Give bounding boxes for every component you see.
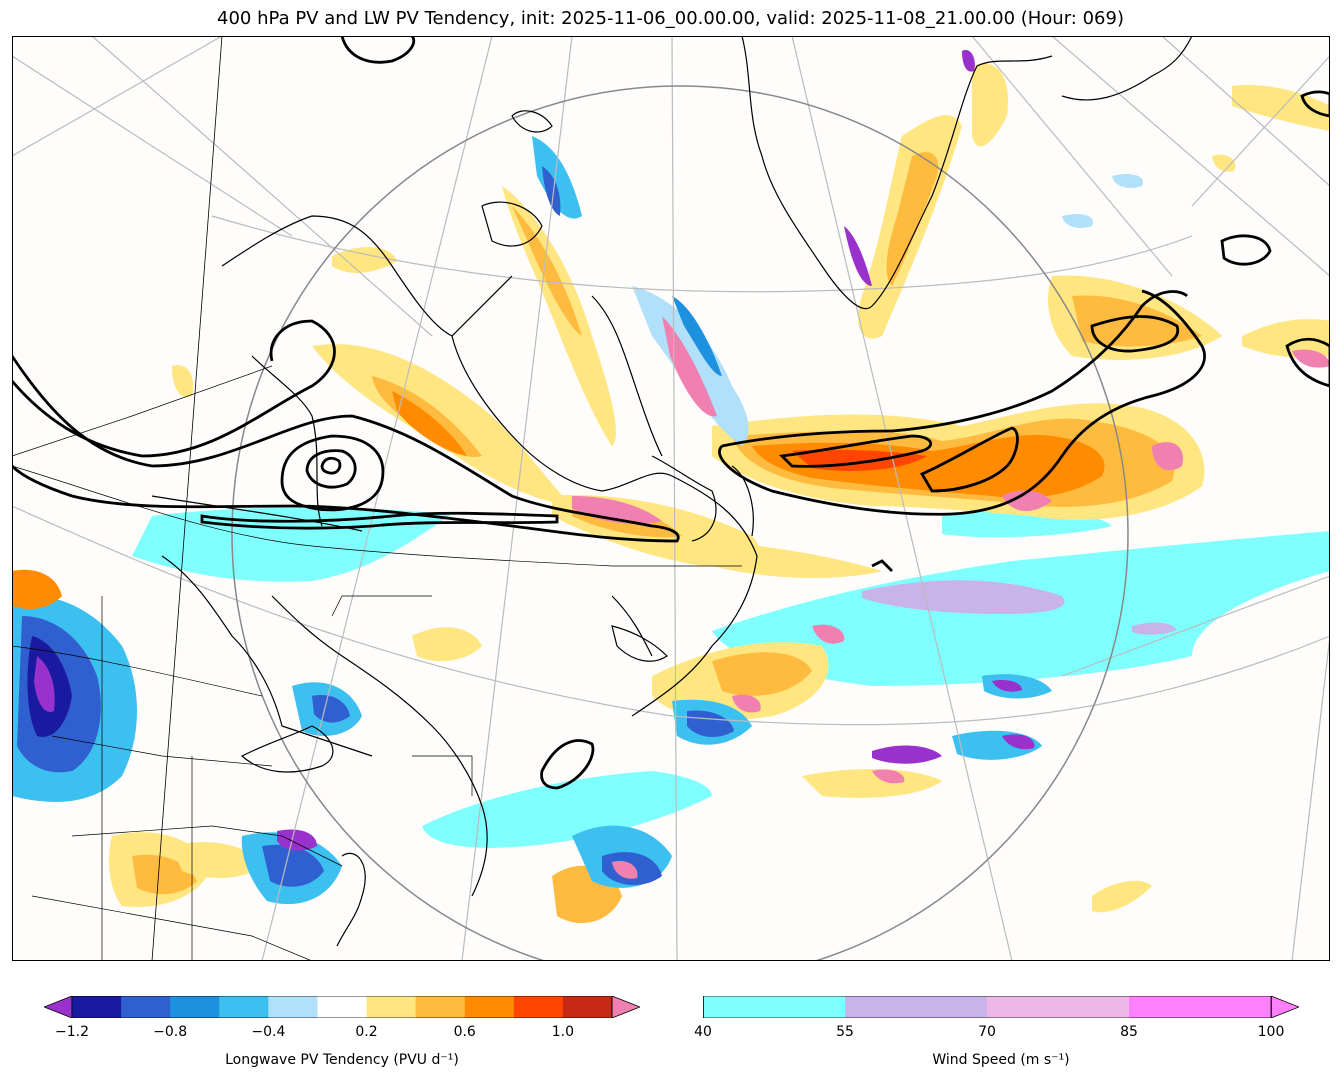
colorbar-bin — [317, 996, 368, 1018]
pv-colorbar-tick-label: 1.0 — [551, 1024, 575, 1040]
colorbar-extend-high — [1270, 996, 1299, 1018]
pv-colorbar-tick-label: 0.2 — [355, 1024, 378, 1040]
plot-title: 400 hPa PV and LW PV Tendency, init: 202… — [217, 8, 1124, 29]
colorbar-bin — [170, 996, 220, 1018]
colorbar-bin — [72, 996, 122, 1018]
colorbar-bin — [1129, 996, 1272, 1018]
colorbar-bin — [219, 996, 269, 1018]
colorbar-extend-low — [44, 996, 73, 1018]
colorbar-bin — [366, 996, 417, 1018]
projection-circle — [231, 85, 1129, 961]
colorbar-extend-high — [611, 996, 640, 1018]
colorbar-bin — [464, 996, 515, 1018]
pv-contours — [12, 36, 1330, 790]
colorbar-bin — [513, 996, 564, 1018]
pv-colorbar-tick-label: −0.8 — [153, 1024, 188, 1040]
pv-colorbar-tick-label: −1.2 — [55, 1024, 89, 1040]
map-frame — [12, 36, 1330, 961]
colorbar-bin — [845, 996, 988, 1018]
wind-colorbar-tick-label: 70 — [978, 1024, 996, 1040]
map-panel — [12, 36, 1330, 961]
colorbar-bin — [703, 996, 846, 1018]
wind-speed-colorbar — [703, 996, 1299, 1018]
wind-colorbar-label: Wind Speed (m s⁻¹) — [932, 1052, 1070, 1068]
colorbar-bin — [121, 996, 171, 1018]
political-borders — [12, 365, 742, 961]
wind-colorbar-tick-label: 55 — [836, 1024, 854, 1040]
wind-jet-south — [422, 771, 712, 848]
colorbar-bin — [562, 996, 613, 1018]
pv-colorbar-label: Longwave PV Tendency (PVU d⁻¹) — [225, 1052, 459, 1068]
wind-colorbar-tick-label: 100 — [1257, 1024, 1285, 1040]
colorbar-bin — [415, 996, 466, 1018]
wind-max-small — [1132, 622, 1177, 635]
colorbar-bin — [987, 996, 1130, 1018]
colorbar-bin — [268, 996, 318, 1018]
coastlines — [151, 36, 1193, 947]
wind-colorbar-tick-label: 40 — [694, 1024, 712, 1040]
pv-colorbar-tick-label: −0.4 — [251, 1024, 286, 1040]
wind-colorbar-tick-label: 85 — [1120, 1024, 1138, 1040]
pv-colorbar-tick-label: 0.6 — [453, 1024, 476, 1040]
pv-tendency-colorbar — [44, 996, 640, 1018]
wind-max-core — [862, 580, 1065, 614]
